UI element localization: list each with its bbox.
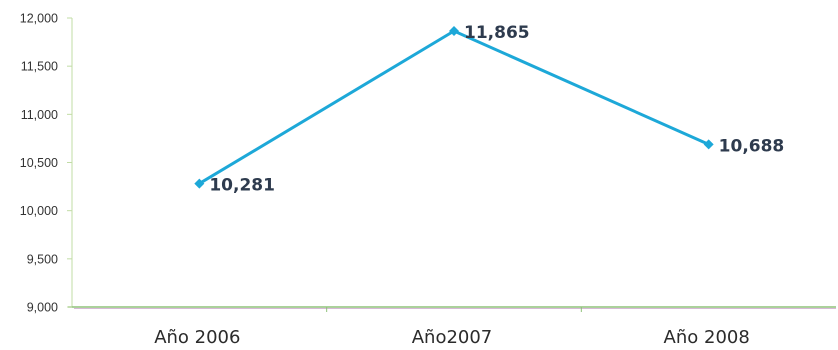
data-point-marker [194,178,205,189]
data-point-marker [703,139,714,150]
data-label: 10,688 [719,136,785,156]
x-tick-label: Año 2006 [154,327,240,348]
y-tick-label: 10,500 [20,156,58,170]
x-tick-label: Año2007 [412,327,493,348]
data-label: 11,865 [464,23,530,43]
x-axis-ticks: Año 2006 Año2007 Año 2008 [154,307,750,348]
series-line [198,29,710,185]
data-label: 10,281 [209,176,275,196]
x-tick-label: Año 2008 [664,327,750,348]
data-labels: 10,281 11,865 10,688 [209,23,784,196]
y-tick-label: 12,000 [20,12,58,26]
chart-series [194,26,714,189]
data-point-marker [449,26,459,37]
y-axis-ticks: 9,000 9,500 10,000 10,500 11,000 11,500 12,000 [20,12,72,315]
y-tick-label: 11,500 [21,60,58,74]
y-tick-label: 10,000 [20,204,58,218]
y-tick-label: 9,500 [27,252,58,266]
chart-axes [68,18,836,309]
y-tick-label: 9,000 [27,301,58,315]
y-tick-label: 11,000 [21,108,58,122]
